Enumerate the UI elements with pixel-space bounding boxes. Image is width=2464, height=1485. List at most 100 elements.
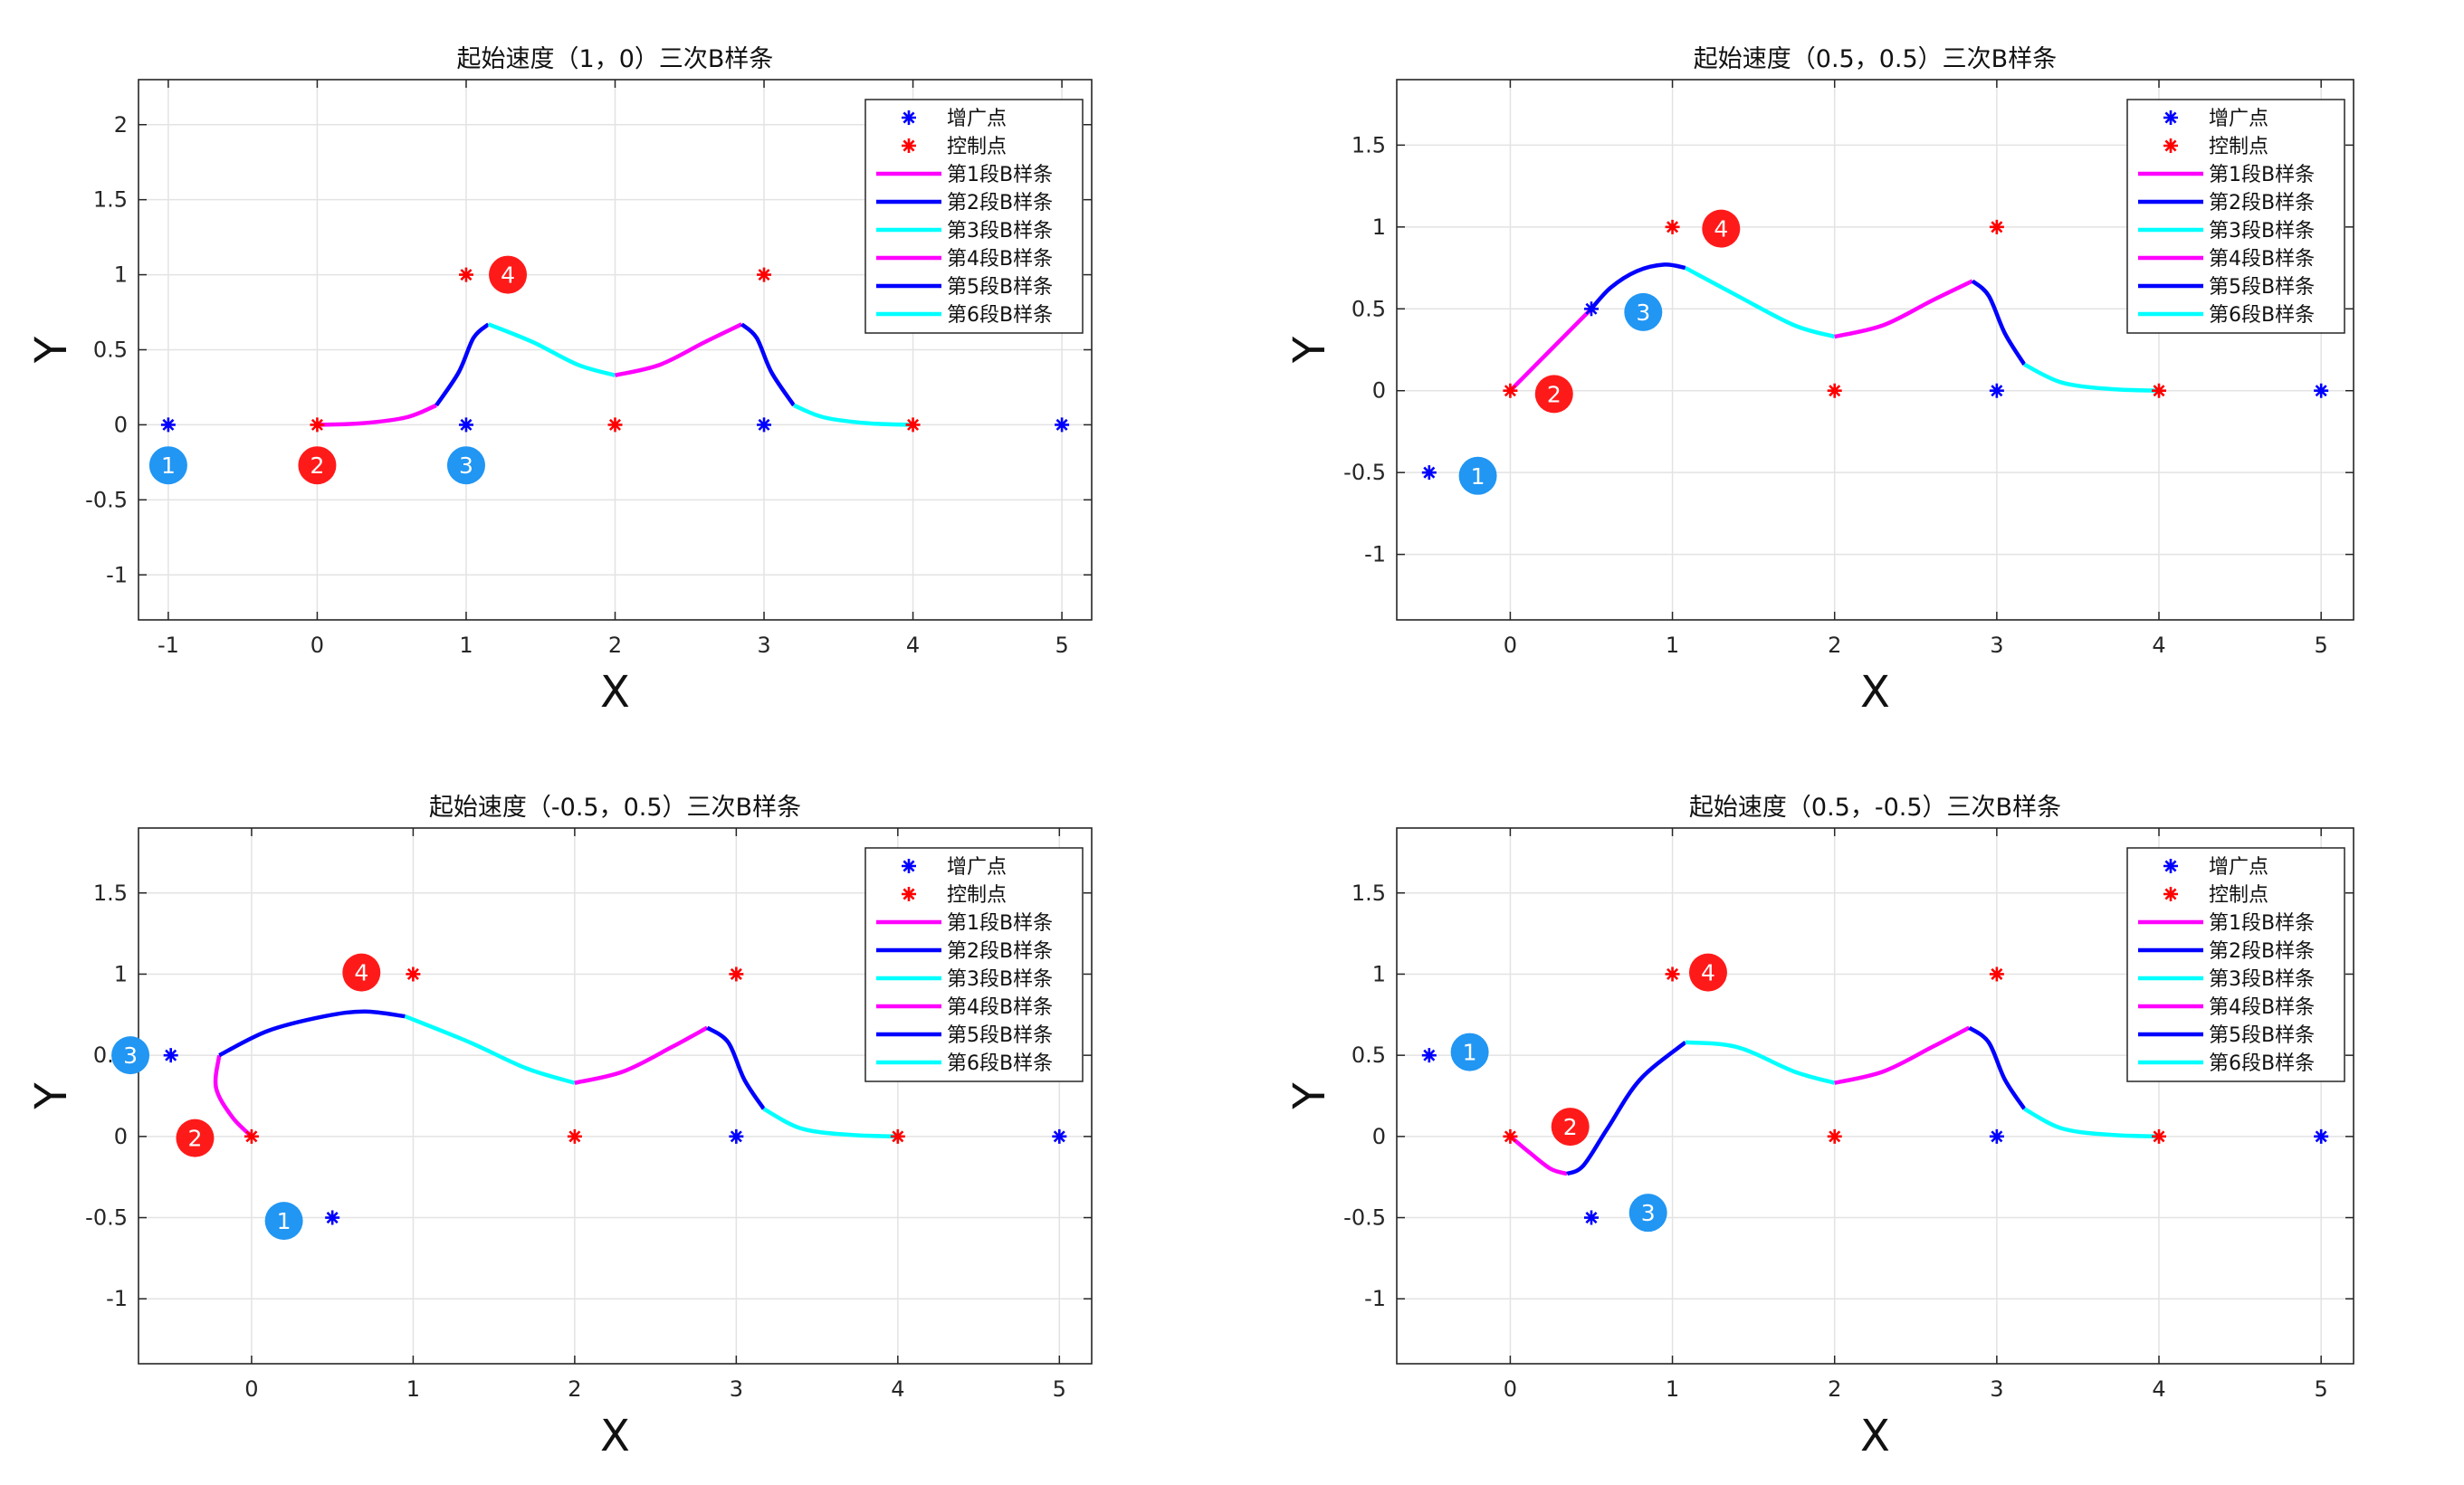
annotation-circle	[446, 446, 485, 485]
annotation-number: 4	[354, 960, 368, 986]
y-tick-label: 1	[114, 961, 128, 986]
legend-marker	[2163, 138, 2178, 153]
y-tick-label: 0	[114, 412, 128, 437]
legend-label: 控制点	[2209, 884, 2268, 907]
control-point	[406, 966, 421, 982]
y-tick-label: 1.5	[93, 881, 128, 906]
y-tick-label: 1	[1372, 961, 1386, 986]
legend-label: 增广点	[2209, 108, 2268, 130]
axes-box	[1396, 827, 2354, 1365]
augmented-point	[1583, 301, 1599, 317]
legend-marker	[2163, 110, 2178, 125]
spline-segment-4	[614, 322, 743, 377]
annotation-number: 4	[1701, 960, 1715, 986]
annotation-circle	[148, 446, 187, 485]
y-tick-label: 1	[1372, 214, 1386, 240]
annotation-circle	[1628, 1194, 1667, 1233]
y-tick-label: -0.5	[1343, 1205, 1386, 1231]
x-tick-label: 4	[891, 1376, 904, 1402]
annotation-number: 3	[123, 1042, 138, 1069]
y-tick-label: 1.5	[1351, 132, 1386, 157]
x-tick-label: 0	[244, 1376, 258, 1402]
annotation-number: 2	[1563, 1114, 1578, 1140]
spline-segment-2	[1590, 262, 1686, 310]
annotation-number: 2	[310, 452, 324, 479]
annotation-number: 1	[1463, 1040, 1477, 1066]
annotation-circle	[1534, 375, 1573, 414]
augmented-point	[458, 417, 473, 433]
spline-segment-6	[793, 403, 913, 427]
spline-segment-6	[2023, 362, 2160, 393]
legend-marker	[902, 138, 916, 153]
annotation-number: 1	[1471, 463, 1485, 490]
y-axis-label: Y	[1285, 336, 1335, 364]
legend-label: 第5段B样条	[947, 276, 1053, 299]
annotation-circle	[1624, 292, 1663, 331]
control-point	[1665, 219, 1680, 234]
chart-panel-1: -1 0 1 2 3 4 5 -1 -0.5 0 0.5 1 1.5 2 起始速度（1，0）三次B样条 X Y 1…	[26, 45, 1093, 718]
x-tick-label: -1	[158, 633, 179, 658]
x-axis-label: X	[600, 667, 630, 718]
spline-curves	[1508, 1025, 2160, 1176]
y-tick-label: -1	[1364, 1286, 1386, 1311]
legend-label: 控制点	[2209, 136, 2268, 158]
control-point	[1665, 966, 1680, 982]
spline-segment-5	[1971, 279, 2027, 366]
x-tick-label: 0	[310, 633, 324, 658]
axes-box	[1396, 79, 2354, 621]
x-tick-label: 2	[1828, 633, 1841, 658]
y-tick-label: 1.5	[1351, 881, 1386, 906]
legend-marker	[2163, 859, 2178, 873]
spline-segment-6	[762, 1107, 898, 1139]
legend-label: 第3段B样条	[2209, 968, 2315, 991]
y-tick-label: 1	[114, 262, 128, 288]
spline-segment-4	[574, 1025, 709, 1085]
y-tick-label: 2	[114, 112, 128, 138]
legend-label: 第1段B样条	[947, 164, 1053, 186]
legend-label: 第5段B样条	[2209, 1024, 2315, 1047]
legend: 增广点控制点第1段B样条第2段B样条第3段B样条第4段B样条第5段B样条第6段B…	[864, 847, 1084, 1082]
spline-segment-3	[1685, 1040, 1836, 1085]
augmented-point	[1421, 1048, 1437, 1063]
control-point	[310, 417, 325, 433]
legend-label: 第1段B样条	[2209, 164, 2315, 186]
annotation-number: 1	[277, 1208, 291, 1234]
chart-panel-2: 0 1 2 3 4 5 -1 -0.5 0 0.5 1 1.5 起始速度（0.5，0.5）三次B样条 X Y…	[1285, 45, 2354, 718]
spline-curves	[1508, 262, 2160, 393]
annotation-number: 3	[1636, 300, 1650, 326]
legend-label: 第2段B样条	[2209, 192, 2315, 214]
control-point	[2152, 1128, 2167, 1144]
control-point	[458, 267, 473, 282]
x-tick-label: 1	[1666, 633, 1679, 658]
chart-title: 起始速度（1，0）三次B样条	[457, 45, 774, 73]
augmented-point	[1052, 1128, 1067, 1144]
y-tick-label: -0.5	[1343, 460, 1386, 485]
y-tick-label: 0	[1372, 1124, 1386, 1149]
annotation-circle	[1688, 953, 1727, 992]
augmented-point	[1989, 1128, 2004, 1144]
augmented-point	[729, 1128, 744, 1144]
spline-curves	[317, 322, 913, 427]
x-tick-label: 3	[1990, 633, 2003, 658]
legend-label: 第1段B样条	[947, 912, 1053, 935]
x-tick-label: 1	[406, 1376, 420, 1402]
x-tick-label: 0	[1504, 633, 1517, 658]
control-point	[2152, 383, 2167, 398]
x-tick-label: 3	[757, 633, 770, 658]
legend-label: 第6段B样条	[947, 1052, 1053, 1075]
x-tick-label: 1	[1666, 1376, 1679, 1402]
annotation-number: 3	[1641, 1200, 1656, 1226]
chart-title: 起始速度（-0.5，0.5）三次B样条	[429, 794, 801, 822]
x-tick-label: 2	[568, 1376, 581, 1402]
annotation-circle	[111, 1036, 150, 1075]
y-tick-label: -0.5	[85, 1205, 128, 1231]
legend-label: 第6段B样条	[947, 304, 1053, 327]
augmented-point	[2314, 1128, 2329, 1144]
legend: 增广点控制点第1段B样条第2段B样条第3段B样条第4段B样条第5段B样条第6段B…	[864, 99, 1084, 334]
annotation-circle	[342, 953, 381, 992]
x-tick-label: 5	[1053, 1376, 1066, 1402]
legend-label: 控制点	[947, 136, 1007, 158]
augmented-point	[1055, 417, 1070, 433]
legend-label: 第5段B样条	[2209, 276, 2315, 299]
